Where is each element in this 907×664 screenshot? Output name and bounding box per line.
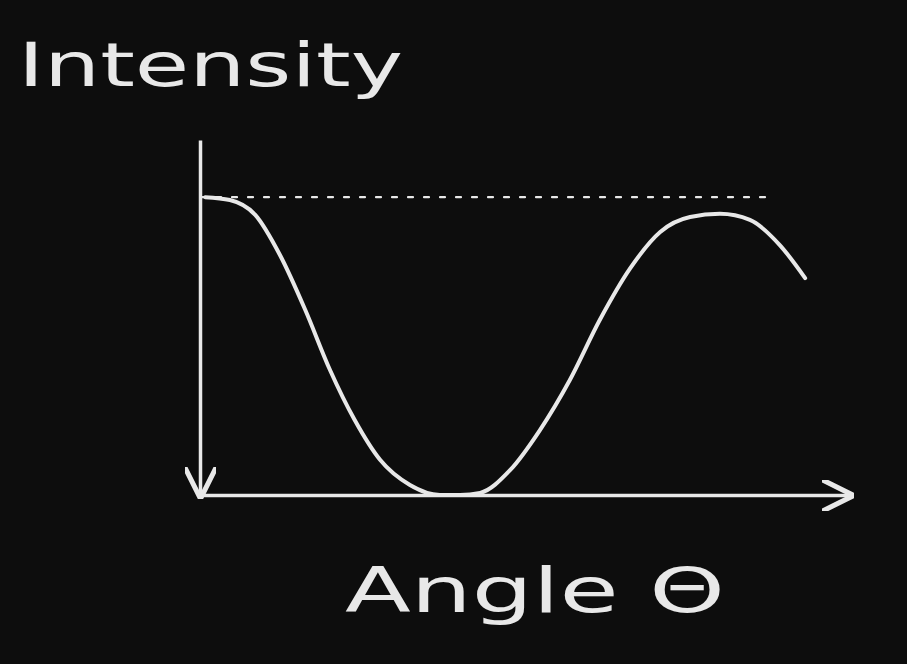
x-axis-title: Angle Θ	[345, 554, 725, 627]
x-axis	[201, 495, 851, 496]
chart: Intensity Angle Θ	[0, 0, 907, 664]
plot-area	[200, 197, 805, 495]
reference-line	[200, 196, 766, 198]
intensity-curve	[205, 197, 805, 495]
x-axis-line	[201, 494, 851, 498]
y-axis	[200, 141, 201, 496]
background	[0, 0, 907, 664]
y-axis-title: Intensity	[18, 30, 403, 100]
y-axis-line	[199, 141, 203, 496]
